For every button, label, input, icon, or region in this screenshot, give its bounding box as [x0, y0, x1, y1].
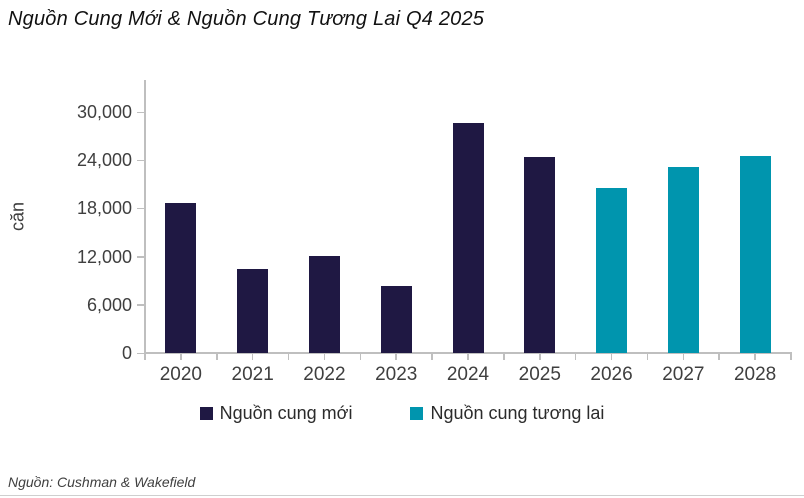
y-tick-label: 18,000	[76, 198, 132, 219]
legend-swatch-icon	[199, 407, 213, 420]
x-tick-mark	[467, 353, 469, 360]
y-axis-line	[144, 80, 146, 360]
x-tick-mark	[323, 353, 326, 360]
x-tick-mark	[718, 353, 720, 360]
legend-item: Nguồn cung tương lai	[410, 403, 604, 424]
x-tick-mark	[144, 353, 146, 360]
y-tick-mark	[137, 159, 145, 162]
legend-label: Nguồn cung mới	[219, 403, 353, 423]
x-tick-label: 2024	[446, 364, 490, 385]
y-tick-mark	[137, 111, 145, 113]
x-tick-mark	[646, 353, 649, 360]
y-axis-title: căn	[7, 201, 28, 232]
x-tick-mark	[287, 353, 290, 360]
x-tick-mark	[431, 353, 433, 360]
x-tick-label: 2028	[733, 364, 777, 385]
y-tick-label: 6,000	[86, 294, 132, 315]
legend: Nguồn cung mới Nguồn cung tương lai	[0, 403, 804, 424]
x-tick-label: 2022	[303, 364, 346, 385]
x-tick-mark	[682, 353, 685, 360]
x-tick-mark	[754, 353, 756, 360]
bar-2021	[237, 269, 269, 353]
x-tick-mark	[216, 353, 218, 360]
x-tick-mark	[574, 353, 577, 360]
bar-2025	[524, 156, 556, 353]
x-tick-label: 2027	[662, 364, 705, 385]
x-tick-mark	[395, 353, 397, 360]
x-tick-label: 2021	[231, 364, 274, 385]
x-tick-mark	[610, 353, 613, 360]
legend-label: Nguồn cung tương lai	[430, 403, 605, 423]
y-tick-mark	[137, 304, 145, 306]
y-tick-label: 24,000	[76, 150, 132, 171]
x-tick-mark	[359, 353, 362, 360]
bar-2026	[596, 188, 628, 353]
x-tick-label: 2025	[518, 364, 561, 385]
x-tick-mark	[503, 353, 505, 360]
y-tick-mark	[137, 207, 145, 210]
y-tick-label: 12,000	[76, 246, 132, 267]
source-note: Nguồn: Cushman & Wakefield	[8, 474, 196, 490]
x-tick-label: 2023	[375, 364, 418, 385]
bar-2023	[380, 286, 412, 353]
x-tick-mark	[539, 353, 541, 360]
bar-2027	[667, 167, 699, 353]
x-tick-mark	[251, 353, 254, 360]
x-tick-label: 2020	[159, 364, 203, 385]
bar-2028	[739, 156, 771, 353]
x-tick-mark	[180, 353, 182, 360]
chart-title: Nguồn Cung Mới & Nguồn Cung Tương Lai Q4…	[8, 8, 485, 30]
bar-2020	[165, 202, 197, 353]
y-tick-mark	[137, 256, 145, 258]
legend-item: Nguồn cung mới	[199, 403, 353, 424]
x-tick-mark	[790, 353, 792, 360]
x-tick-label: 2026	[590, 364, 633, 385]
y-tick-label: 30,000	[76, 102, 132, 122]
legend-swatch-icon	[410, 407, 424, 420]
bar-2022	[308, 255, 340, 353]
y-tick-label: 0	[121, 343, 132, 363]
bottom-divider	[0, 495, 804, 496]
y-tick-mark	[137, 352, 145, 354]
bar-2024	[452, 123, 484, 353]
